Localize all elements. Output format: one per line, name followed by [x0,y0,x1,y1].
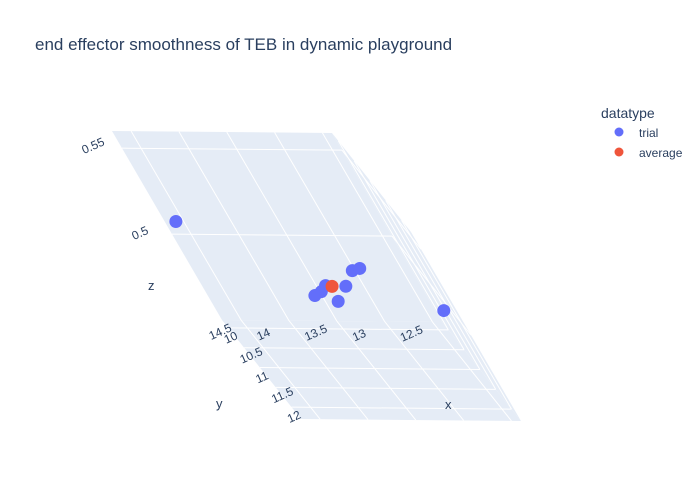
point-trial[interactable] [437,304,451,318]
gridline-x [228,327,449,331]
gridline-y [336,320,417,421]
gridline-x [259,367,480,371]
wall-floor [222,320,521,421]
gridline-y [274,132,386,322]
gridline-x [353,160,465,350]
z-axis-title: z [148,278,155,293]
chart-title: end effector smoothness of TEB in dynami… [35,35,452,54]
x-tick-label: 12 [285,408,303,426]
gridline-y [178,131,290,321]
gridline-x [291,406,512,410]
gridline-x [337,140,449,331]
legend-marker-average [614,147,624,157]
axis-walls [112,131,521,421]
z-tick-label: 0.55 [80,135,107,157]
point-trial[interactable] [169,214,183,228]
gridline-y [130,130,242,321]
gridline-z [121,147,343,151]
point-trial[interactable] [331,294,345,308]
point-trial[interactable] [339,279,353,293]
y-axis-title: y [216,396,223,411]
legend-marker-trial [614,127,624,137]
legend-label-trial: trial [639,126,658,140]
point-average[interactable] [325,279,339,293]
y-tick-label: 14 [254,325,272,343]
x-axis-title: x [445,397,452,412]
y-tick-label: 13 [350,326,368,344]
gridline-x [401,219,512,410]
z-tick-label: 0.5 [130,223,151,243]
gridline-z [171,233,393,237]
gridline-x [369,180,481,370]
gridlines [121,130,512,422]
gridline-y [432,321,512,422]
legend-item-trial[interactable]: trial [614,126,659,140]
gridline-x [275,386,496,390]
axis-titles: x y z [148,278,452,412]
point-trial[interactable] [353,261,367,275]
legend-title: datatype [601,105,655,121]
gridline-y [240,319,321,420]
gridline-z [341,149,422,250]
legend-item-average[interactable]: average [614,146,683,160]
legend: datatype trial average [601,105,683,160]
gridline-y [322,132,433,323]
data-points [169,214,451,318]
x-tick-label: 11 [253,368,270,386]
gridline-x [244,347,465,351]
gridline-z [391,235,472,336]
gridline-y [384,321,464,421]
x-tick-label: 10 [222,328,240,346]
legend-label-average: average [639,146,683,160]
gridline-x [385,200,497,390]
point-trial[interactable] [308,289,322,303]
gridline-y [288,320,369,420]
